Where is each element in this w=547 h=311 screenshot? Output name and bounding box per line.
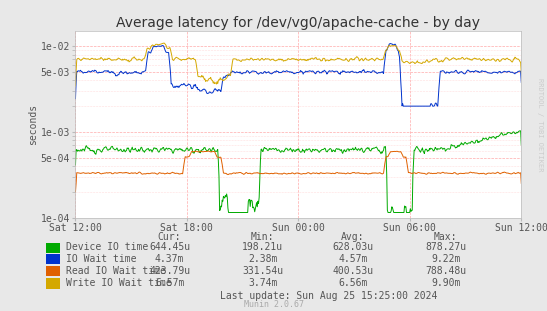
Text: 628.03u: 628.03u <box>332 242 374 252</box>
Text: Min:: Min: <box>251 232 274 242</box>
Text: 331.54u: 331.54u <box>242 266 283 276</box>
Text: 198.21u: 198.21u <box>242 242 283 252</box>
Text: 9.22m: 9.22m <box>431 254 461 264</box>
Title: Average latency for /dev/vg0/apache-cache - by day: Average latency for /dev/vg0/apache-cach… <box>117 16 480 30</box>
Text: Munin 2.0.67: Munin 2.0.67 <box>243 299 304 309</box>
Text: IO Wait time: IO Wait time <box>66 254 136 264</box>
Text: Avg:: Avg: <box>341 232 364 242</box>
Text: 788.48u: 788.48u <box>425 266 467 276</box>
Y-axis label: seconds: seconds <box>28 104 38 145</box>
Text: 400.53u: 400.53u <box>332 266 374 276</box>
Text: 644.45u: 644.45u <box>149 242 190 252</box>
Text: Max:: Max: <box>434 232 457 242</box>
Text: Read IO Wait time: Read IO Wait time <box>66 266 166 276</box>
Text: 4.37m: 4.37m <box>155 254 184 264</box>
Text: 878.27u: 878.27u <box>425 242 467 252</box>
Text: 3.74m: 3.74m <box>248 278 277 288</box>
Text: Last update: Sun Aug 25 15:25:00 2024: Last update: Sun Aug 25 15:25:00 2024 <box>219 291 437 301</box>
Text: Write IO Wait time: Write IO Wait time <box>66 278 171 288</box>
Text: RRDTOOL / TOBI OETIKER: RRDTOOL / TOBI OETIKER <box>537 78 543 171</box>
Text: 423.79u: 423.79u <box>149 266 190 276</box>
Text: Cur:: Cur: <box>158 232 181 242</box>
Text: 6.56m: 6.56m <box>338 278 368 288</box>
Text: 6.57m: 6.57m <box>155 278 184 288</box>
Text: 9.90m: 9.90m <box>431 278 461 288</box>
Text: 2.38m: 2.38m <box>248 254 277 264</box>
Text: Device IO time: Device IO time <box>66 242 148 252</box>
Text: 4.57m: 4.57m <box>338 254 368 264</box>
